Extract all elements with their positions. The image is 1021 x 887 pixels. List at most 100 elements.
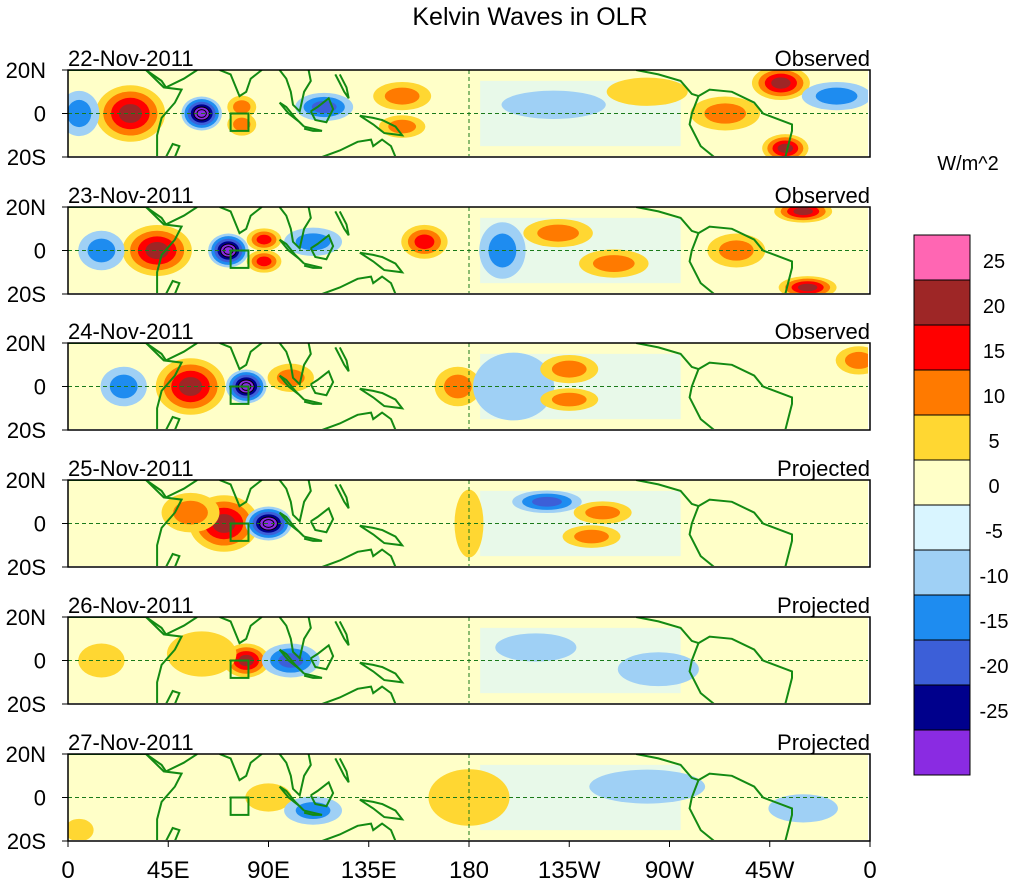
coastline	[303, 262, 323, 269]
anomaly-contour	[109, 374, 138, 399]
coastline	[278, 207, 312, 251]
colorbar-level-label: -15	[980, 611, 1009, 633]
anomaly-contour	[537, 224, 579, 242]
anomaly-contour	[797, 283, 818, 292]
coastline	[309, 643, 335, 671]
coastline	[688, 368, 715, 429]
y-tick-label: 0	[34, 102, 46, 127]
coastline	[359, 524, 405, 547]
coastline	[334, 620, 350, 646]
coastline	[321, 138, 397, 156]
coastline	[278, 70, 312, 114]
index-box	[229, 796, 250, 816]
y-tick-label: 20N	[6, 742, 46, 767]
index-box	[229, 659, 250, 679]
coastline	[219, 343, 263, 371]
anomaly-contour	[704, 103, 747, 124]
coastline	[303, 809, 323, 816]
colorbar-swatch	[913, 459, 971, 506]
coastline	[303, 535, 323, 542]
coastline	[359, 387, 405, 410]
coastline	[359, 798, 405, 821]
coastline	[165, 415, 181, 429]
coastline	[359, 661, 405, 684]
coastline	[145, 754, 198, 773]
colorbar-level-label: 5	[988, 431, 999, 453]
coastline	[688, 505, 715, 566]
anomaly-contour	[815, 87, 858, 105]
y-tick-label: 0	[34, 512, 46, 537]
anomaly-contour	[245, 783, 292, 812]
colorbar-level-label: -25	[980, 701, 1009, 723]
y-tick-label: 20N	[6, 195, 46, 220]
anomaly-contour	[68, 818, 94, 840]
coastline	[697, 88, 793, 156]
coastline	[145, 480, 198, 499]
y-tick-label: 20S	[7, 555, 46, 580]
colorbar-swatch	[913, 324, 971, 371]
colorbar-level-label: 20	[983, 296, 1005, 318]
y-tick-label: 20S	[7, 692, 46, 717]
coastline	[334, 757, 350, 783]
colorbar-level-label: 0	[988, 476, 999, 498]
panel-date: 24-Nov-2011	[68, 319, 194, 344]
coastline	[278, 343, 312, 387]
colorbar-units-label: W/m^2	[937, 153, 999, 175]
anomaly-contour	[78, 643, 125, 678]
coastline	[145, 343, 198, 362]
chart-title: Kelvin Waves in OLR	[412, 3, 647, 31]
anomaly-contour	[256, 256, 272, 267]
coastline	[697, 225, 793, 293]
coastline	[334, 483, 350, 509]
colorbar-level-label: -10	[980, 566, 1009, 588]
coastline	[321, 822, 397, 840]
coastline	[309, 233, 335, 261]
colorbar-swatch	[913, 729, 971, 776]
anomaly-contour	[384, 87, 420, 105]
panel-5: 20N 0 20S 26-Nov-2011 Projected	[6, 593, 871, 717]
anomaly-contour	[585, 505, 621, 520]
y-tick-label: 20N	[6, 605, 46, 630]
coastline	[278, 480, 312, 524]
coastline	[309, 780, 335, 808]
y-tick-label: 0	[34, 375, 46, 400]
colorbar-swatch	[913, 234, 971, 281]
coastline	[321, 548, 397, 566]
y-tick-label: 20N	[6, 331, 46, 356]
panel-plot-area	[68, 343, 868, 429]
panel-2: 20N 0 20S 23-Nov-2011 Observed	[6, 183, 871, 307]
y-tick-label: 20S	[7, 282, 46, 307]
panel-label: Observed	[775, 319, 870, 344]
panel-label: Projected	[777, 730, 870, 755]
anomaly-contour	[68, 99, 92, 128]
anomaly-contour	[617, 652, 699, 687]
coastline	[278, 648, 305, 675]
anomaly-contour	[388, 119, 417, 134]
y-tick-label: 0	[34, 649, 46, 674]
x-tick-label: 0	[61, 857, 74, 884]
coastline	[697, 361, 793, 429]
coastline	[219, 480, 263, 508]
coastline	[165, 689, 181, 703]
coastline	[697, 498, 793, 566]
anomaly-contour	[295, 233, 331, 251]
x-tick-label: 135E	[341, 857, 397, 884]
panel-label: Observed	[775, 183, 870, 208]
coastline	[219, 70, 263, 98]
coastline	[309, 369, 335, 397]
x-tick-label: 90E	[247, 857, 290, 884]
coastline	[334, 73, 350, 99]
panel-date: 26-Nov-2011	[68, 593, 194, 618]
coastline	[278, 617, 312, 661]
colorbar-level-label: 15	[983, 341, 1005, 363]
anomaly-contour	[233, 117, 251, 132]
y-tick-label: 20S	[7, 829, 46, 854]
index-box	[229, 385, 250, 405]
panel-1: 20N 0 20S 22-Nov-2011 Observed	[6, 46, 871, 170]
anomaly-contour	[844, 351, 868, 369]
panel-4: 20N 0 20S 25-Nov-2011 Projected	[6, 456, 871, 580]
coastline	[635, 343, 699, 371]
coastline	[145, 70, 198, 89]
coastline	[68, 617, 184, 703]
coastline	[165, 552, 181, 566]
